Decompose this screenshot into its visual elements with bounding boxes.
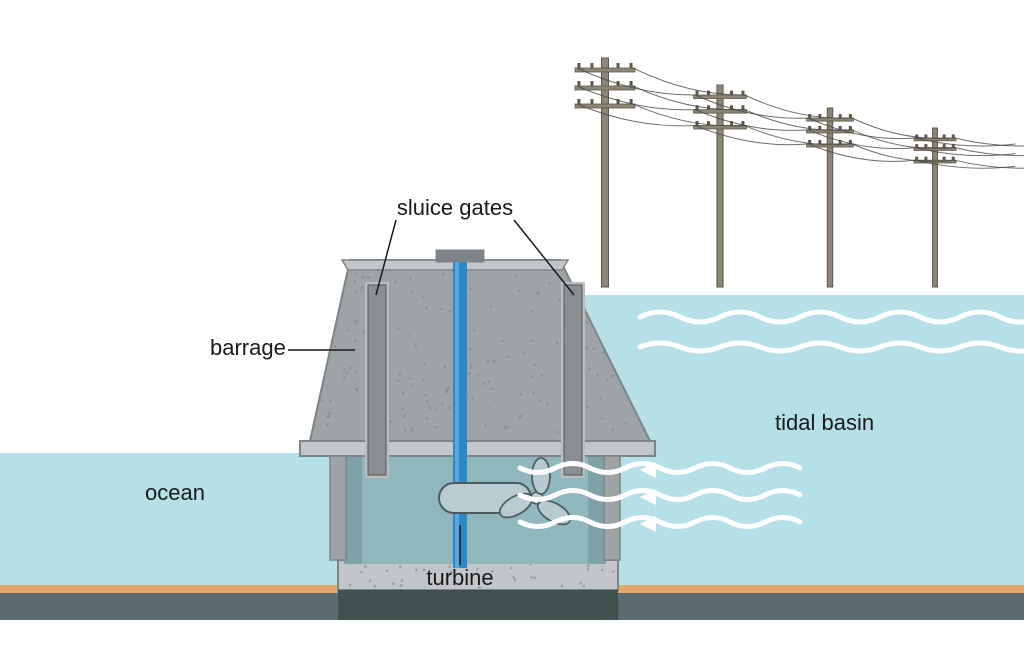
label-ocean: ocean — [145, 480, 205, 505]
sluice-gate-right — [561, 282, 585, 478]
label-tidal-basin: tidal basin — [775, 410, 874, 435]
label-turbine: turbine — [426, 565, 493, 590]
turbine-blade — [532, 458, 550, 494]
label-sluice-gates: sluice gates — [397, 195, 513, 220]
sluice-gate-left — [365, 282, 389, 478]
label-barrage: barrage — [210, 335, 286, 360]
turbine-shaft — [453, 262, 467, 568]
